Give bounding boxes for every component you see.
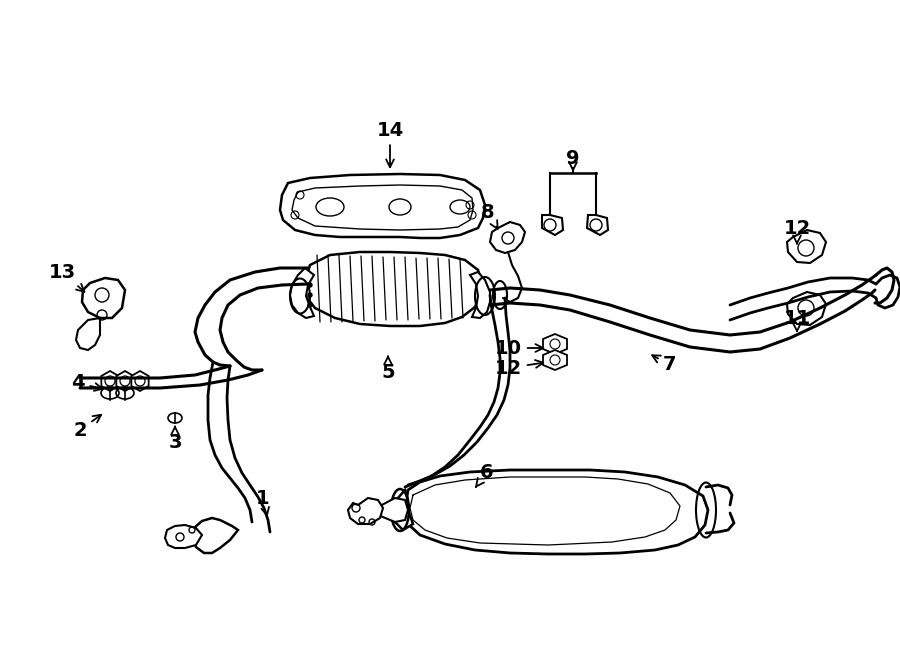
Text: 1: 1 xyxy=(256,488,270,516)
Text: 10: 10 xyxy=(495,338,544,358)
Polygon shape xyxy=(76,318,100,350)
Polygon shape xyxy=(375,498,408,522)
Polygon shape xyxy=(542,215,563,235)
Polygon shape xyxy=(165,525,202,548)
Text: 8: 8 xyxy=(482,202,498,229)
Circle shape xyxy=(308,283,312,287)
Text: 2: 2 xyxy=(73,415,101,440)
Polygon shape xyxy=(116,371,134,391)
Text: 4: 4 xyxy=(71,373,103,393)
Circle shape xyxy=(308,293,312,297)
Text: 3: 3 xyxy=(168,426,182,451)
Polygon shape xyxy=(543,334,567,354)
Polygon shape xyxy=(102,371,119,391)
Text: 12: 12 xyxy=(495,358,544,377)
Circle shape xyxy=(308,303,312,307)
Polygon shape xyxy=(490,222,525,253)
Polygon shape xyxy=(787,292,826,325)
Text: 14: 14 xyxy=(376,120,403,167)
Text: 13: 13 xyxy=(49,262,85,292)
Text: 11: 11 xyxy=(783,309,811,331)
Polygon shape xyxy=(305,252,482,326)
Polygon shape xyxy=(82,278,125,318)
Polygon shape xyxy=(280,174,485,238)
Polygon shape xyxy=(470,272,490,318)
Polygon shape xyxy=(348,498,383,524)
Polygon shape xyxy=(131,371,149,391)
Text: 5: 5 xyxy=(382,356,395,381)
Polygon shape xyxy=(393,490,413,530)
Polygon shape xyxy=(587,215,608,235)
Polygon shape xyxy=(290,268,314,318)
Polygon shape xyxy=(543,350,567,370)
Text: 7: 7 xyxy=(652,356,677,375)
Polygon shape xyxy=(192,518,238,553)
Polygon shape xyxy=(405,470,708,554)
Polygon shape xyxy=(787,230,826,263)
Text: 6: 6 xyxy=(476,463,494,487)
Text: 12: 12 xyxy=(783,219,811,244)
Text: 9: 9 xyxy=(566,149,580,171)
